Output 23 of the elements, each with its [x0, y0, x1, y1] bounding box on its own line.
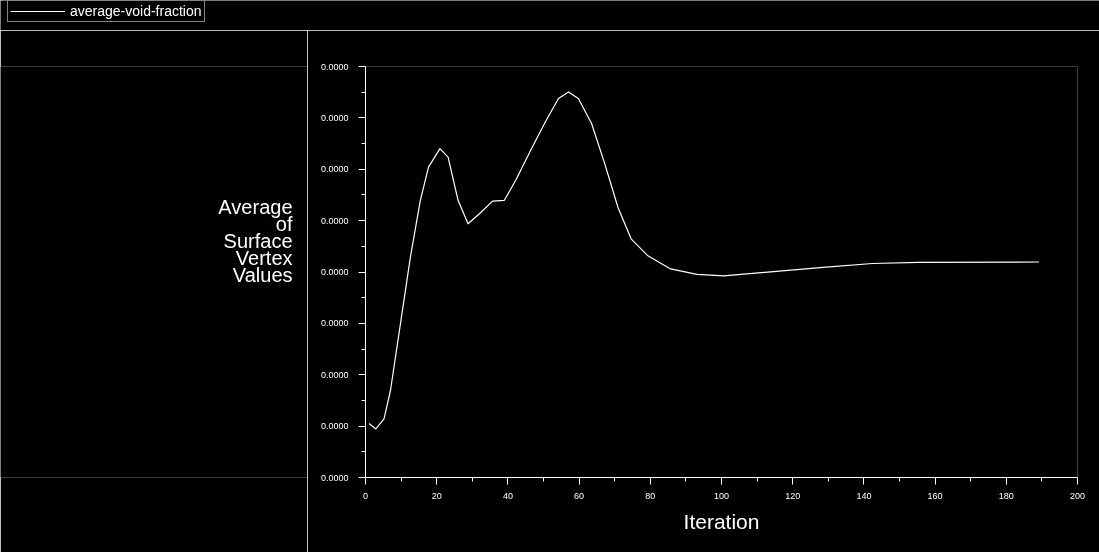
legend-label: average-void-fraction [70, 3, 202, 19]
text: 0.0000 [320, 164, 349, 175]
x-tick-label: 120 [785, 490, 801, 501]
x-tick-label: 100 [713, 490, 730, 501]
x-tick-label: 20 [431, 490, 442, 501]
text: 0.0000 [320, 421, 349, 432]
x-tick-label: 180 [998, 490, 1014, 501]
text: 0.0000 [320, 369, 349, 380]
text: 0.0000 [320, 267, 349, 277]
x-tick-label: 0 [363, 490, 369, 501]
x-tick-label: 80 [645, 490, 656, 501]
x-tick-label: 160 [927, 490, 943, 501]
x-tick-label: 40 [502, 490, 513, 501]
text: 0.0000 [320, 215, 349, 226]
text: 0.0000 [320, 318, 349, 329]
text: 0.0000 [320, 472, 349, 483]
y-axis-title: Average of Surface Vertex Values [218, 195, 293, 286]
text: 0.0000 [320, 112, 349, 123]
x-tick-label: 200 [1069, 490, 1086, 501]
x-axis-title: Iteration [683, 509, 760, 533]
x-tick-label: 60 [574, 490, 585, 501]
text: 0.0000 [320, 61, 349, 72]
x-tick-label: 140 [856, 490, 872, 501]
